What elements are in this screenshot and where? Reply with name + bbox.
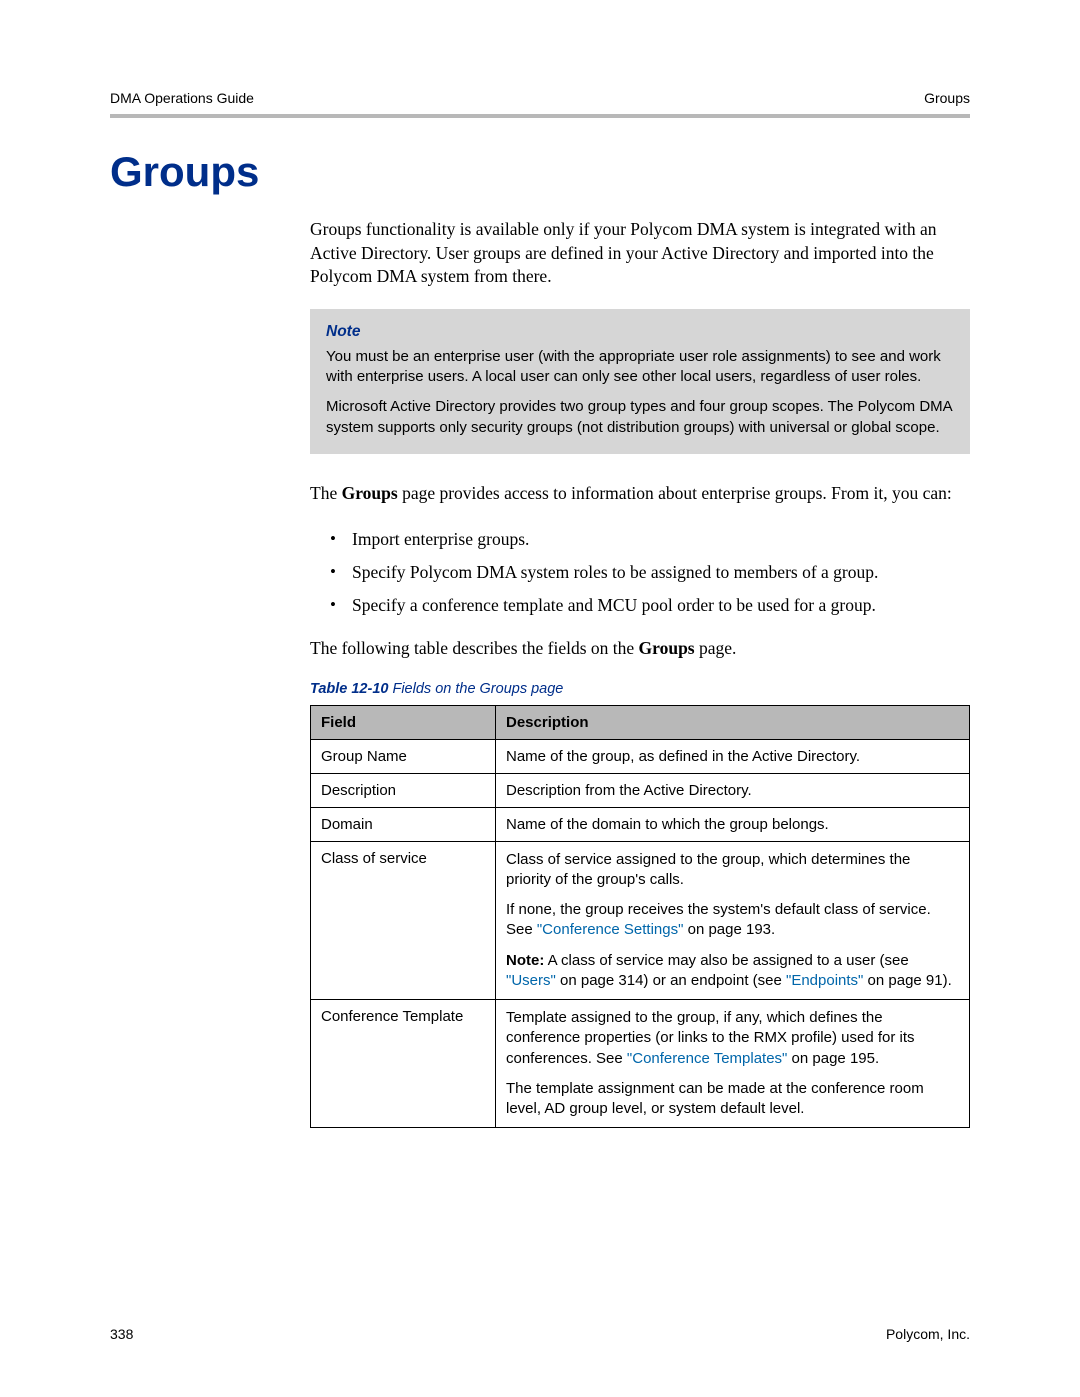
cell-desc: Name of the group, as defined in the Act… — [496, 739, 970, 773]
text: A class of service may also be assigned … — [544, 952, 908, 969]
text: The following table describes the fields… — [310, 638, 639, 658]
intro-paragraph: Groups functionality is available only i… — [310, 218, 970, 289]
text: page. — [695, 638, 737, 658]
cell-field: Conference Template — [311, 1000, 496, 1128]
table-row: Description Description from the Active … — [311, 773, 970, 807]
text-bold: Groups — [342, 483, 398, 503]
list-item: Specify a conference template and MCU po… — [330, 592, 970, 619]
list-item: Import enterprise groups. — [330, 526, 970, 553]
note-label: Note — [326, 323, 954, 341]
cell-field: Description — [311, 773, 496, 807]
desc-p2: The template assignment can be made at t… — [506, 1079, 959, 1120]
th-description: Description — [496, 705, 970, 739]
header-left: DMA Operations Guide — [110, 90, 254, 106]
cell-desc: Description from the Active Directory. — [496, 773, 970, 807]
company-name: Polycom, Inc. — [886, 1326, 970, 1342]
page-number: 338 — [110, 1326, 133, 1342]
page: DMA Operations Guide Groups Groups Group… — [0, 0, 1080, 1188]
desc-p1: Class of service assigned to the group, … — [506, 850, 959, 891]
text: on page 91). — [863, 972, 951, 989]
header-rule — [110, 114, 970, 118]
note-box: Note You must be an enterprise user (wit… — [310, 309, 970, 454]
groups-page-intro: The Groups page provides access to infor… — [310, 482, 970, 506]
cell-field: Domain — [311, 807, 496, 841]
text: on page 193. — [683, 921, 775, 938]
table-caption: Table 12-10 Fields on the Groups page — [310, 681, 970, 697]
caption-text: Fields on the Groups page — [388, 681, 563, 697]
text-bold: Groups — [639, 638, 695, 658]
cell-desc: Template assigned to the group, if any, … — [496, 1000, 970, 1128]
table-row: Domain Name of the domain to which the g… — [311, 807, 970, 841]
section-title: Groups — [110, 148, 970, 196]
table-row: Conference Template Template assigned to… — [311, 1000, 970, 1128]
note-inline-label: Note: — [506, 952, 544, 969]
page-footer: 338 Polycom, Inc. — [110, 1326, 970, 1342]
cell-desc: Name of the domain to which the group be… — [496, 807, 970, 841]
list-item: Specify Polycom DMA system roles to be a… — [330, 559, 970, 586]
cell-field: Class of service — [311, 841, 496, 1000]
text: on page 195. — [787, 1050, 879, 1067]
link-conference-settings[interactable]: "Conference Settings" — [537, 921, 684, 938]
header-right: Groups — [924, 90, 970, 106]
bullet-list: Import enterprise groups. Specify Polyco… — [310, 526, 970, 619]
text: The — [310, 483, 342, 503]
note-text-1: You must be an enterprise user (with the… — [326, 347, 954, 388]
desc-p2: If none, the group receives the system's… — [506, 900, 959, 941]
desc-p3: Note: A class of service may also be ass… — [506, 951, 959, 992]
link-users[interactable]: "Users" — [506, 972, 556, 989]
text: on page 314) or an endpoint (see — [556, 972, 786, 989]
cell-field: Group Name — [311, 739, 496, 773]
fields-table: Field Description Group Name Name of the… — [310, 705, 970, 1129]
text: page provides access to information abou… — [398, 483, 952, 503]
note-text-2: Microsoft Active Directory provides two … — [326, 397, 954, 438]
desc-p1: Template assigned to the group, if any, … — [506, 1008, 959, 1069]
page-header: DMA Operations Guide Groups — [110, 90, 970, 106]
link-conference-templates[interactable]: "Conference Templates" — [627, 1050, 787, 1067]
table-row: Class of service Class of service assign… — [311, 841, 970, 1000]
link-endpoints[interactable]: "Endpoints" — [786, 972, 863, 989]
table-intro: The following table describes the fields… — [310, 637, 970, 661]
body-area: Groups functionality is available only i… — [310, 218, 970, 1128]
cell-desc: Class of service assigned to the group, … — [496, 841, 970, 1000]
caption-number: Table 12-10 — [310, 681, 388, 697]
table-row: Group Name Name of the group, as defined… — [311, 739, 970, 773]
th-field: Field — [311, 705, 496, 739]
table-header-row: Field Description — [311, 705, 970, 739]
